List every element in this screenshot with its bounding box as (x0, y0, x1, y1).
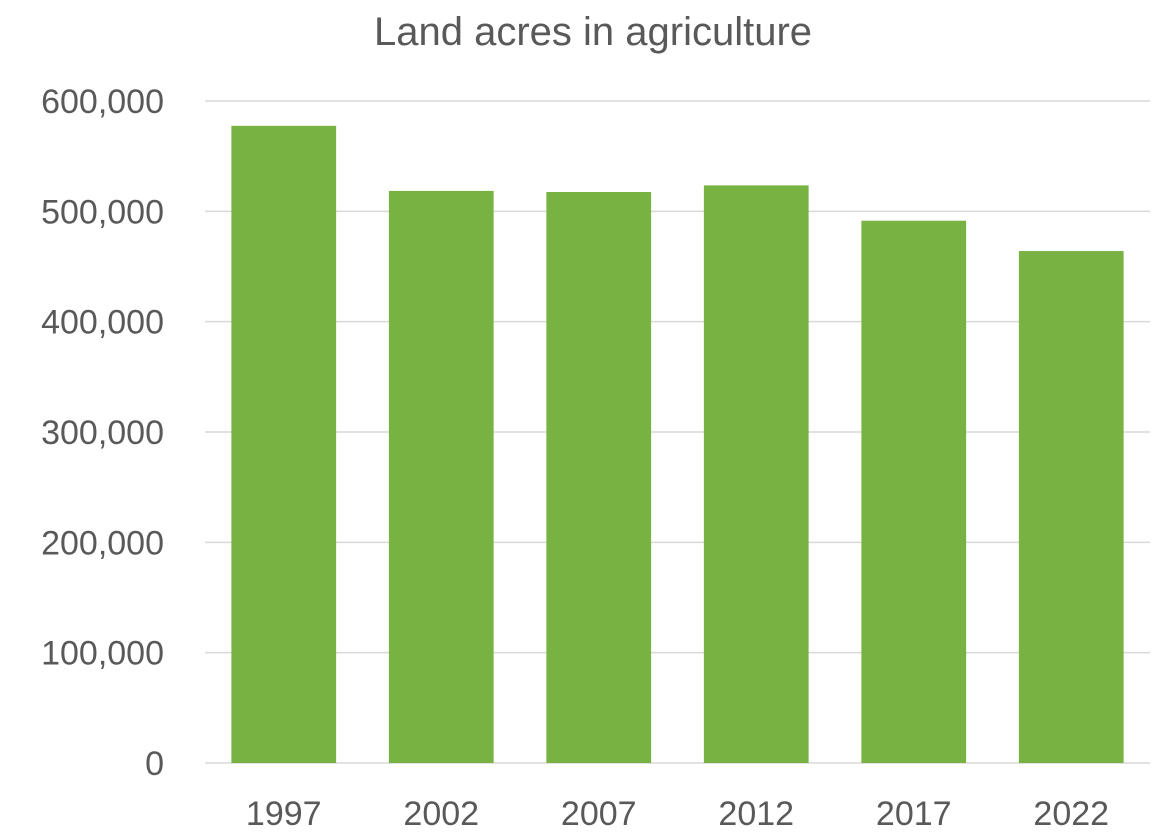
x-axis: 1997 2002 2007 2012 2017 2022 (246, 795, 1109, 833)
x-tick-label: 1997 (246, 795, 322, 833)
y-tick-label: 400,000 (41, 304, 164, 342)
bar-2002 (388, 190, 494, 764)
y-tick-label: 300,000 (41, 414, 164, 452)
bar-1997 (231, 125, 337, 763)
x-tick-label: 2022 (1033, 795, 1109, 833)
bar-2022 (1018, 251, 1124, 763)
bar-2017 (861, 220, 967, 763)
chart-title: Land acres in agriculture (374, 10, 812, 54)
bar-2007 (546, 192, 652, 763)
x-tick-label: 2017 (876, 795, 952, 833)
y-tick-label: 100,000 (41, 635, 164, 673)
gridlines (205, 100, 1150, 764)
y-tick-label: 0 (145, 745, 164, 783)
y-axis: 0 100,000 200,000 300,000 400,000 500,000 600,… (41, 83, 164, 783)
x-tick-label: 2007 (561, 795, 637, 833)
bar-2012 (703, 185, 809, 763)
y-tick-label: 200,000 (41, 524, 164, 562)
y-tick-label: 500,000 (41, 193, 164, 231)
y-tick-label: 600,000 (41, 83, 164, 121)
bars (231, 125, 1124, 764)
x-tick-label: 2002 (403, 795, 479, 833)
x-tick-label: 2012 (718, 795, 794, 833)
